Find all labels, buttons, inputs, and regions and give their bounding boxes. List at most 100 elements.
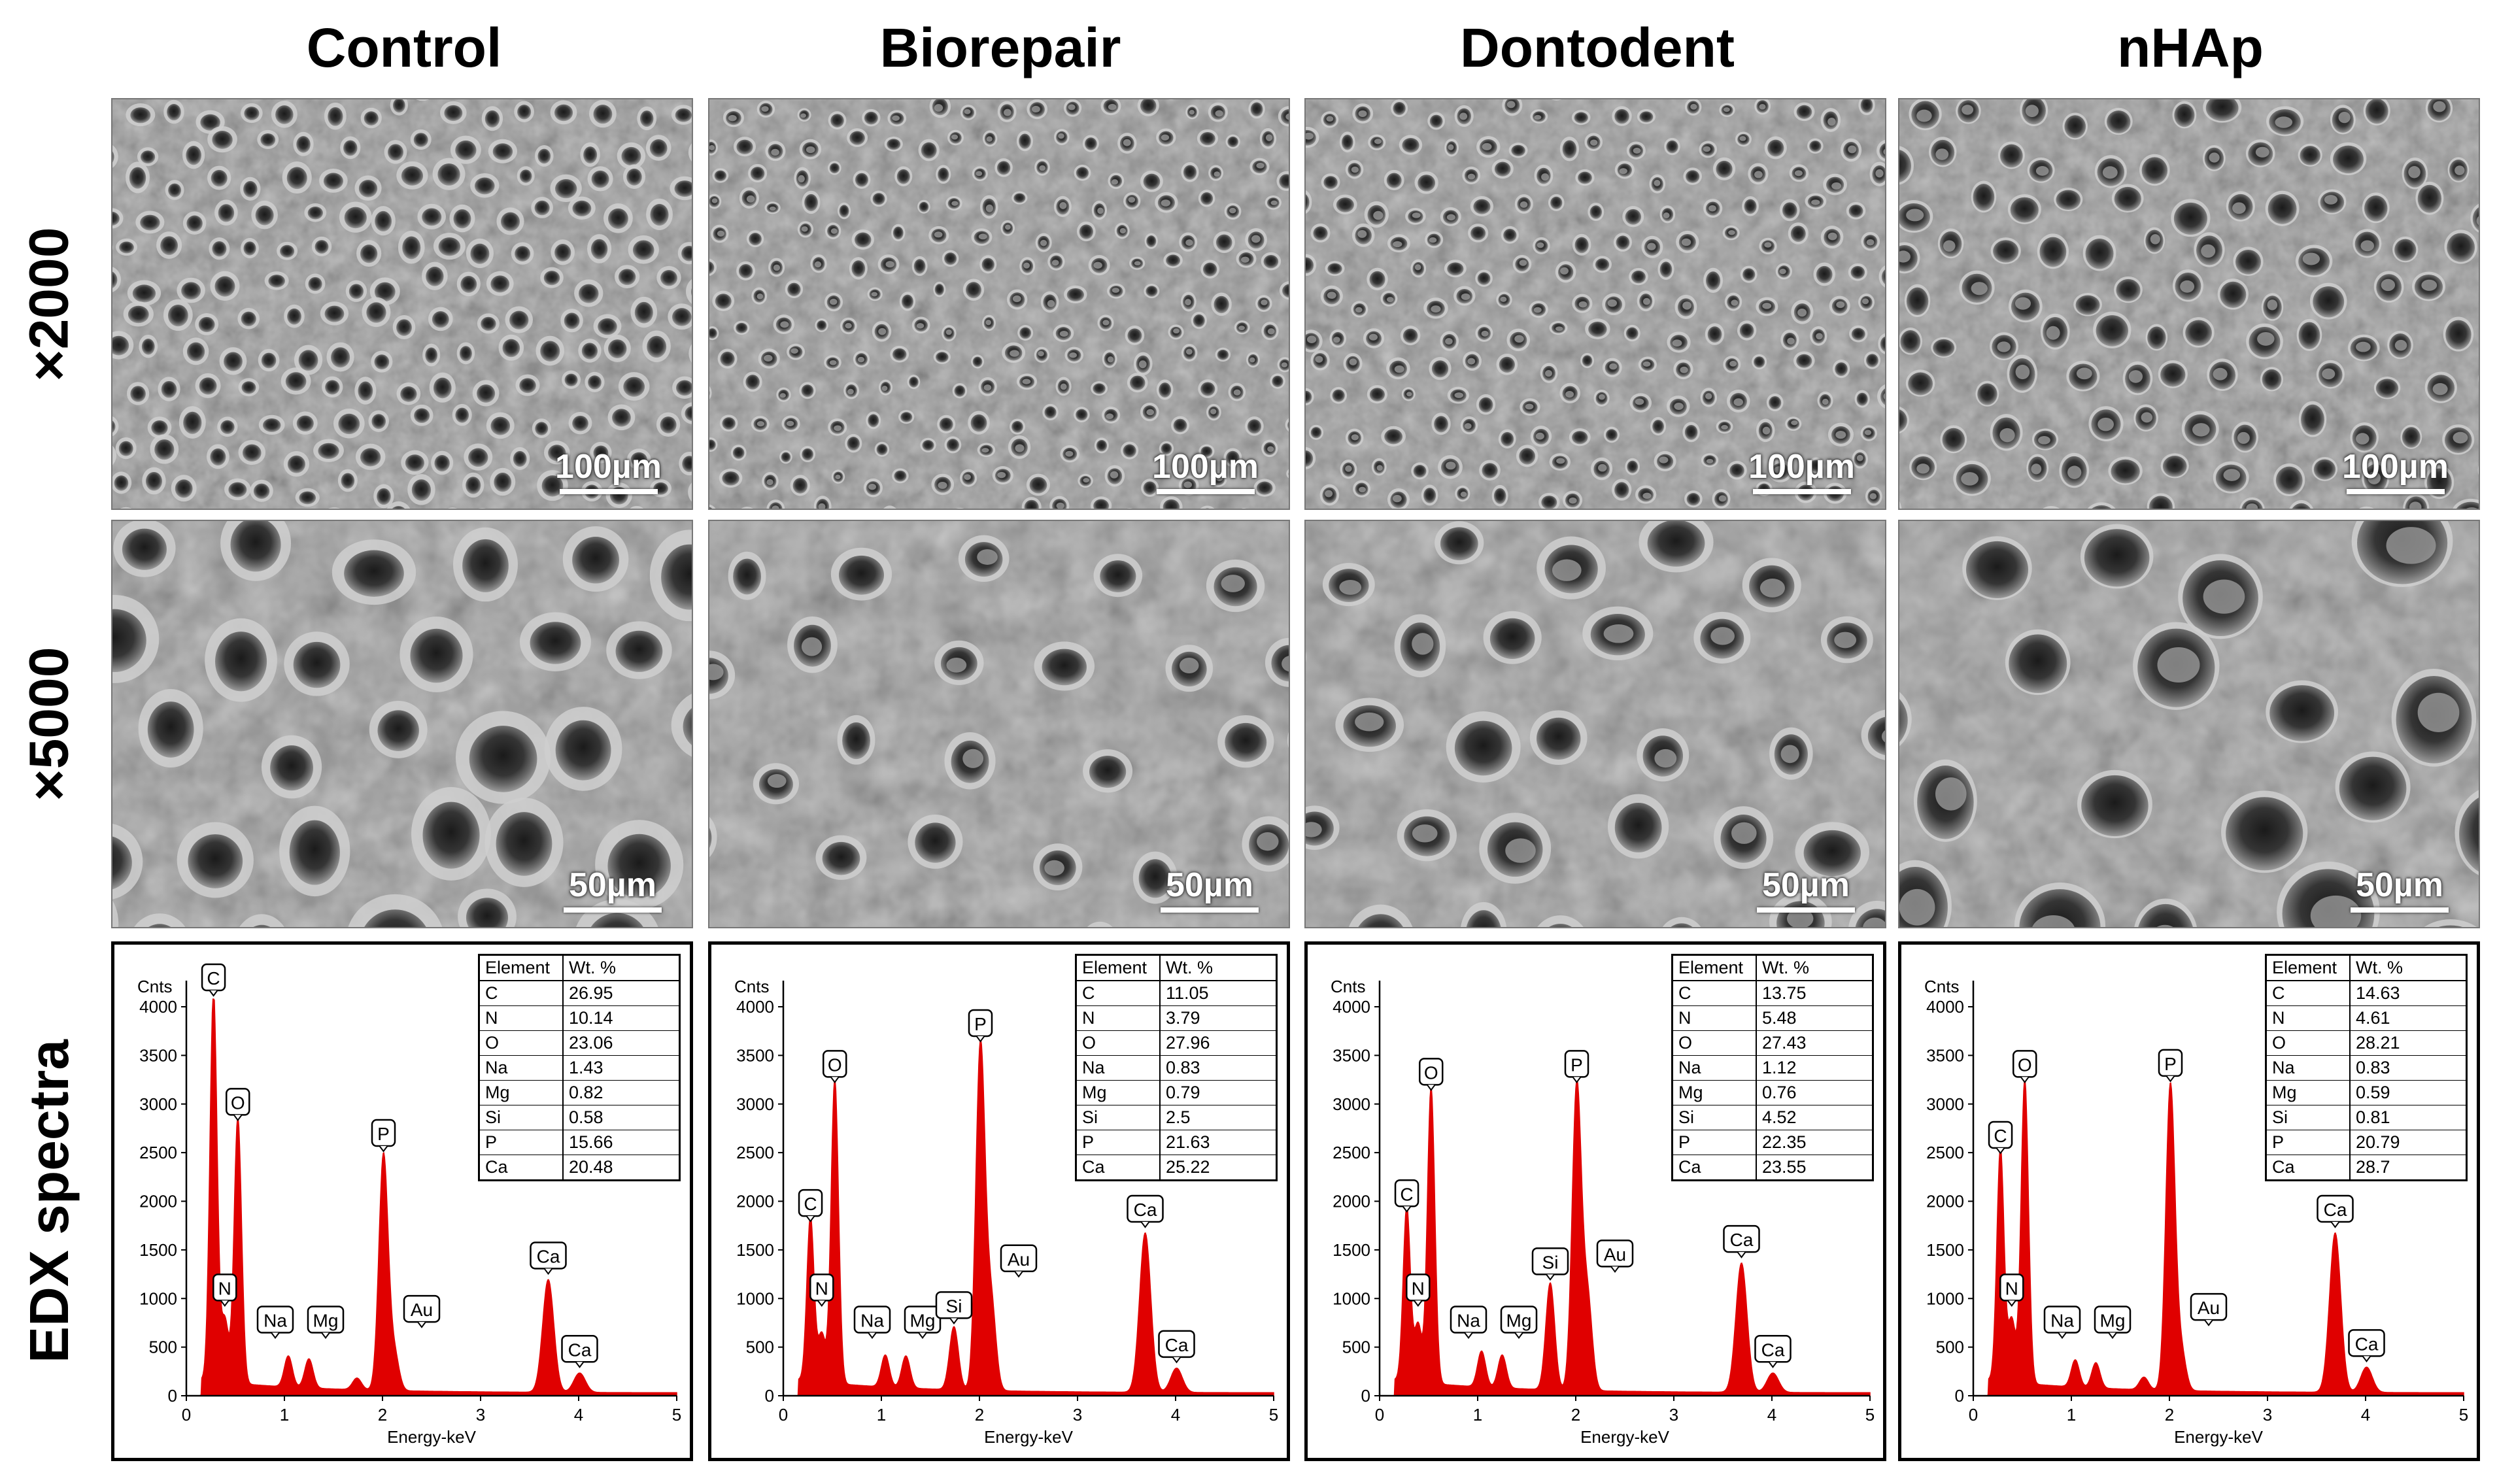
- sem-5000x-biorepair: 50µm: [708, 520, 1290, 928]
- element-cell: Si: [1672, 1105, 1757, 1130]
- wt-percent-cell: 23.55: [1762, 1157, 1807, 1177]
- y-tick-label: 1000: [1333, 1289, 1370, 1308]
- wt-percent-cell: 14.63: [2350, 981, 2467, 1006]
- x-tick-label: 5: [1865, 1405, 1875, 1425]
- svg-text:Si: Si: [1542, 1252, 1559, 1272]
- scale-bar-label: 50µm: [1165, 866, 1254, 904]
- y-tick-label: 2500: [1333, 1143, 1370, 1162]
- scale-bar-50um: 50µm: [564, 866, 662, 913]
- edx-spectrum-dontodent: Cnts 0 500 1000 1500 2000 2500 3000 3500 4000 0 1 2 3…: [1304, 941, 1886, 1461]
- y-tick-label: 4000: [1926, 997, 1964, 1017]
- scale-bar-line: [564, 907, 662, 913]
- table-row: N 3.79: [1076, 1005, 1277, 1031]
- element-cell: Mg: [1672, 1080, 1757, 1105]
- column-title-control: Control: [306, 17, 502, 78]
- element-cell: Na: [1076, 1055, 1161, 1081]
- x-tick-label: 1: [2067, 1405, 2076, 1425]
- composition-table: Element Wt. % C 11.05 N 3.79 O 27.96 Na 0.83 Mg 0.7…: [1075, 954, 1278, 1181]
- table-row: O 23.06: [479, 1030, 680, 1056]
- table-row: Na 0.83: [1076, 1055, 1277, 1081]
- sem-5000x-dontodent: 50µm: [1304, 520, 1886, 928]
- svg-text:O: O: [2018, 1054, 2032, 1075]
- x-tick-label: 3: [476, 1405, 485, 1425]
- y-tick-label: 2000: [139, 1192, 177, 1211]
- peak-label: N: [1999, 1273, 2024, 1307]
- x-tick-label: 1: [280, 1405, 289, 1425]
- table-header-cell: Wt. %: [1160, 954, 1277, 981]
- scale-bar-line: [559, 489, 658, 494]
- row-title-edx: EDX spectra: [18, 1039, 80, 1363]
- y-tick-label: 500: [1936, 1338, 1964, 1357]
- peak-label: O: [2013, 1050, 2037, 1084]
- x-tick-label: 3: [1669, 1405, 1678, 1425]
- table-row: P 15.66: [479, 1130, 680, 1155]
- x-tick-label: 3: [2263, 1405, 2272, 1425]
- peak-label: Ca: [1723, 1224, 1760, 1258]
- svg-text:Ca: Ca: [1761, 1340, 1785, 1360]
- spectrum-area: [186, 998, 677, 1396]
- peak-label: Na: [1450, 1306, 1487, 1340]
- y-tick-label: 500: [149, 1338, 177, 1357]
- tubule-pores: [112, 521, 692, 927]
- svg-text:Ca: Ca: [568, 1340, 592, 1360]
- composition-table: Element Wt. % C 13.75 N 5.48 O 27.43 Na 1.12 Mg 0.7…: [1671, 954, 1874, 1181]
- table-row: Ca 20.48: [479, 1155, 680, 1181]
- peak-label: C: [201, 963, 226, 997]
- table-row: O 27.96: [1076, 1030, 1277, 1056]
- peak-label: Ca: [2317, 1194, 2354, 1228]
- table-header-cell: Element: [1076, 954, 1161, 981]
- svg-text:Ca: Ca: [537, 1246, 560, 1266]
- element-cell: O: [479, 1030, 564, 1056]
- svg-text:P: P: [2164, 1054, 2177, 1074]
- element-cell: Mg: [2266, 1080, 2351, 1105]
- element-cell: N: [479, 1005, 564, 1031]
- y-axis-label: Cnts: [1331, 977, 1365, 996]
- tubule-pores: [709, 99, 1289, 509]
- y-tick-label: 0: [168, 1386, 177, 1406]
- peak-label: P: [1564, 1050, 1589, 1084]
- axes: [1378, 981, 1870, 1397]
- table-row: Na 1.12: [1672, 1055, 1873, 1081]
- element-cell: Mg: [1076, 1080, 1161, 1105]
- table-row: Mg 0.79: [1076, 1080, 1277, 1105]
- element-cell: Na: [2266, 1055, 2351, 1081]
- peak-label: C: [1988, 1121, 2013, 1155]
- table-header-cell: Element: [2266, 954, 2351, 981]
- element-cell: C: [1672, 981, 1757, 1006]
- element-cell: P: [2266, 1130, 2351, 1155]
- scale-bar-label: 100µm: [1152, 448, 1259, 486]
- peak-label: O: [226, 1088, 250, 1122]
- sem-2000x-dontodent: 100µm: [1304, 98, 1886, 510]
- peak-label: N: [212, 1273, 237, 1307]
- table-row: C 14.63: [2266, 981, 2467, 1006]
- y-tick-label: 2000: [1333, 1192, 1370, 1211]
- x-tick-label: 4: [574, 1405, 583, 1425]
- scale-bar-label: 100µm: [1748, 448, 1855, 486]
- y-tick-label: 2500: [139, 1143, 177, 1162]
- svg-text:O: O: [828, 1054, 842, 1075]
- sem-2000x-control: 100µm: [111, 98, 693, 510]
- svg-text:O: O: [231, 1092, 245, 1113]
- sem-5000x-nhap: 50µm: [1898, 520, 2480, 928]
- y-tick-label: 1500: [1333, 1240, 1370, 1260]
- table-row: Si 0.58: [479, 1105, 680, 1130]
- svg-text:Ca: Ca: [1134, 1200, 1157, 1220]
- wt-percent-cell: 21.63: [1160, 1130, 1277, 1155]
- table-row: N 5.48: [1672, 1005, 1873, 1031]
- y-tick-label: 1500: [1926, 1240, 1964, 1260]
- scale-bar-50um: 50µm: [2351, 866, 2449, 913]
- scale-bar-label: 100µm: [2342, 448, 2449, 486]
- wt-percent-cell: 22.35: [1756, 1130, 1873, 1155]
- x-tick-label: 0: [1969, 1405, 1978, 1425]
- sem-2000x-biorepair: 100µm: [708, 98, 1290, 510]
- row-title-5000x: ×5000: [18, 647, 80, 801]
- peak-label: Au: [1596, 1239, 1634, 1273]
- column-title-dontodent: Dontodent: [1460, 17, 1735, 78]
- element-cell: Si: [1076, 1105, 1161, 1130]
- wt-percent-cell: 23.06: [563, 1030, 680, 1056]
- table-row: N 10.14: [479, 1005, 680, 1031]
- svg-text:Mg: Mg: [313, 1311, 339, 1331]
- tubule-pores: [1899, 521, 2479, 927]
- svg-text:Au: Au: [2198, 1298, 2220, 1318]
- svg-text:Si: Si: [946, 1296, 962, 1316]
